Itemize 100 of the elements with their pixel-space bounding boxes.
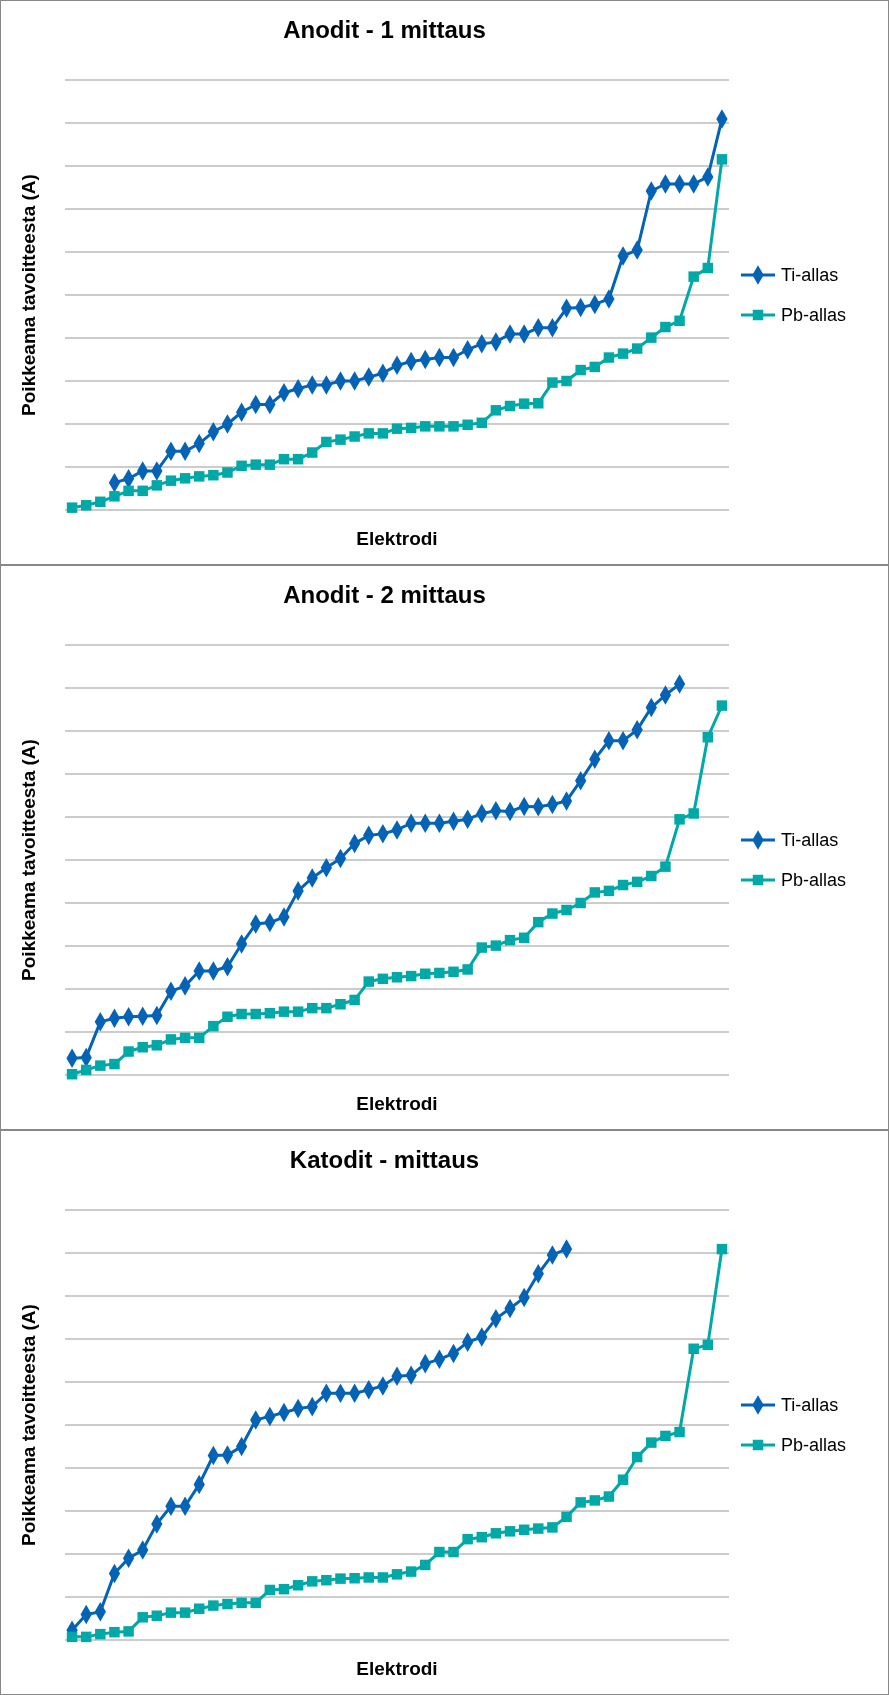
point: [109, 491, 120, 502]
y-axis-title: Poikkeama tavoitteesta (A): [18, 739, 39, 981]
point: [123, 1046, 134, 1057]
point: [518, 932, 530, 944]
point: [518, 398, 530, 409]
point: [575, 1497, 586, 1508]
point: [165, 1607, 177, 1618]
point: [716, 154, 728, 165]
legend-label: Ti-allas: [781, 265, 839, 285]
point: [603, 885, 615, 897]
point: [434, 421, 445, 432]
point: [561, 1511, 572, 1523]
point: [476, 417, 488, 429]
point: [476, 942, 488, 953]
point: [306, 1576, 318, 1587]
point: [208, 1600, 219, 1611]
y-axis-title: Poikkeama tavoitteesta (A): [18, 174, 39, 416]
point: [165, 475, 177, 486]
point: [420, 421, 431, 432]
point: [547, 1522, 558, 1533]
point: [222, 1598, 233, 1610]
point: [250, 1597, 261, 1609]
point: [292, 1580, 304, 1591]
point: [95, 496, 106, 508]
point: [420, 1559, 431, 1571]
point: [321, 1574, 332, 1586]
point: [95, 1628, 106, 1640]
point: [476, 1531, 488, 1543]
point: [660, 1430, 671, 1442]
point: [165, 1034, 177, 1045]
point: [363, 976, 374, 987]
point: [702, 1339, 714, 1351]
point: [391, 423, 403, 434]
point: [420, 968, 431, 979]
point: [292, 1006, 304, 1017]
point: [490, 1528, 502, 1539]
point: [674, 1426, 685, 1438]
point: [504, 400, 516, 412]
point: [193, 1032, 205, 1044]
point: [448, 1546, 459, 1558]
point: [646, 870, 657, 882]
point: [617, 1474, 629, 1485]
point: [688, 271, 699, 282]
point: [66, 1068, 78, 1080]
point: [603, 352, 615, 363]
point: [490, 940, 502, 951]
legend-label: Ti-allas: [781, 830, 839, 850]
point: [80, 1631, 92, 1643]
point: [278, 1583, 290, 1595]
point: [306, 1002, 318, 1014]
point: [349, 994, 360, 1006]
point: [716, 700, 728, 711]
point: [222, 467, 233, 478]
point: [80, 1064, 92, 1076]
point: [264, 1007, 276, 1019]
point: [137, 1612, 148, 1623]
point: [335, 999, 346, 1010]
point: [80, 500, 92, 511]
point: [617, 879, 629, 891]
point: [617, 348, 629, 359]
point: [575, 364, 586, 376]
point: [547, 908, 558, 919]
point: [250, 459, 261, 470]
point: [335, 1573, 346, 1584]
point: [236, 1008, 247, 1020]
point: [236, 460, 247, 472]
point: [193, 471, 205, 482]
point: [66, 502, 78, 513]
point: [151, 480, 163, 491]
point: [137, 485, 148, 497]
legend-label: Ti-allas: [781, 1395, 839, 1415]
chart-title: Katodit - mittaus: [289, 1146, 480, 1173]
point: [264, 459, 276, 470]
point: [363, 428, 374, 439]
point: [448, 421, 459, 432]
point: [292, 453, 304, 465]
point: [575, 897, 586, 909]
y-axis-title: Poikkeama tavoitteesta (A): [18, 1304, 39, 1546]
point: [504, 1526, 516, 1537]
point: [674, 814, 685, 825]
point: [278, 453, 290, 465]
point: [151, 1610, 163, 1622]
point: [631, 876, 643, 888]
point: [448, 966, 459, 978]
point: [109, 1626, 120, 1638]
point: [490, 405, 502, 416]
point: [603, 1491, 615, 1502]
point: [123, 485, 134, 497]
point: [391, 972, 403, 983]
point: [660, 861, 671, 872]
point: [589, 1495, 601, 1506]
point: [561, 375, 572, 387]
point: [208, 1020, 219, 1032]
point: [264, 1584, 276, 1596]
point: [349, 1572, 360, 1584]
point: [66, 1631, 78, 1643]
point: [335, 434, 346, 445]
point: [391, 1569, 403, 1580]
point: [179, 1607, 191, 1618]
point: [405, 970, 417, 982]
